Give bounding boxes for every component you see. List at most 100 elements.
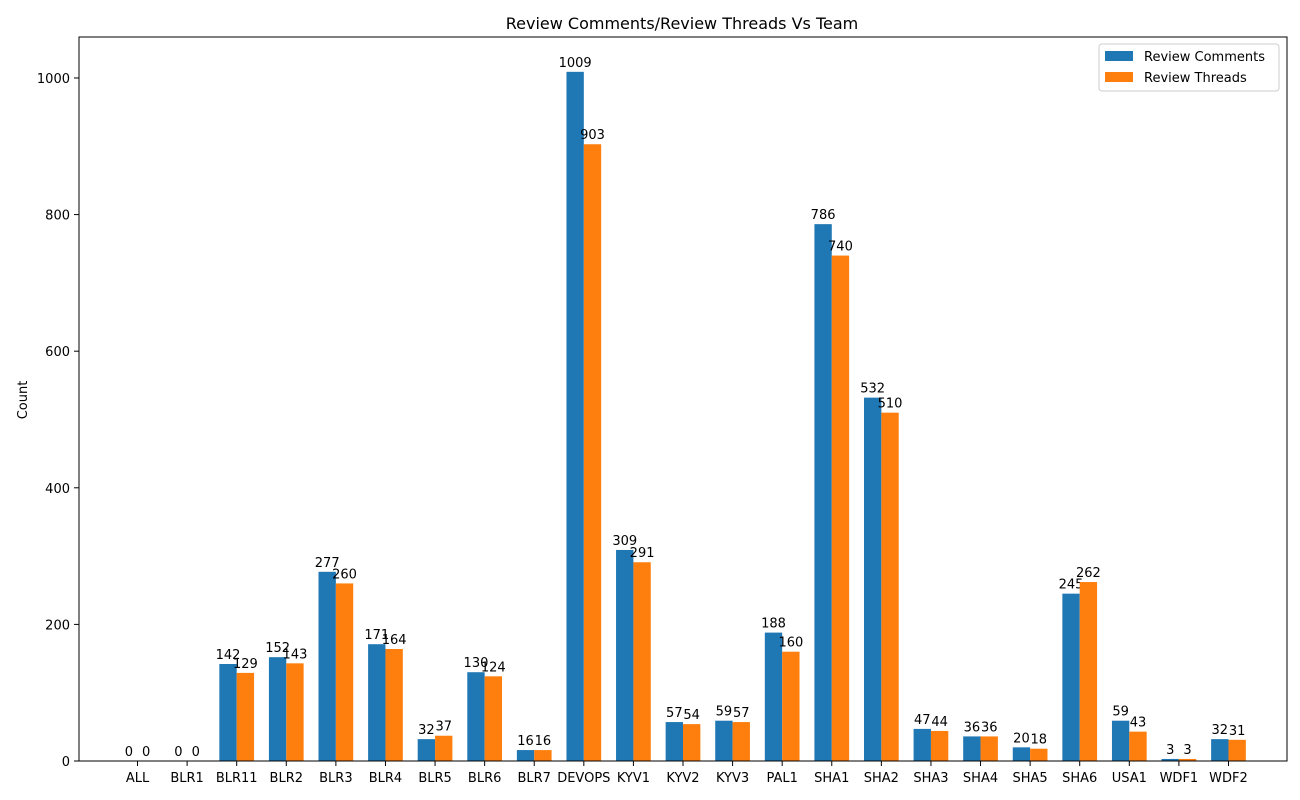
x-tick-label: BLR4 xyxy=(369,771,402,786)
x-tick-label: SHA2 xyxy=(864,771,899,786)
bar-value-label: 32 xyxy=(418,723,435,738)
bar xyxy=(732,722,750,761)
bar xyxy=(368,644,386,761)
bar-value-label: 188 xyxy=(761,617,786,632)
bar xyxy=(1030,748,1048,761)
legend-swatch xyxy=(1105,51,1133,61)
bar-value-label: 1009 xyxy=(559,56,592,71)
bar-value-label: 262 xyxy=(1076,566,1101,581)
y-tick-label: 800 xyxy=(45,209,70,224)
x-tick-label: BLR1 xyxy=(170,771,203,786)
bar-value-label: 277 xyxy=(315,556,340,571)
legend: Review Comments Review Threads xyxy=(1098,43,1280,92)
bar-value-label: 57 xyxy=(666,706,683,721)
x-tick-label: ALL xyxy=(126,771,150,786)
bar-value-label: 740 xyxy=(828,240,853,255)
bar xyxy=(913,728,931,761)
x-tick-label: BLR3 xyxy=(319,771,352,786)
bar xyxy=(1062,593,1080,761)
x-tick-label: SHA5 xyxy=(1013,771,1048,786)
bar-value-label: 129 xyxy=(233,657,258,672)
y-tick-label: 400 xyxy=(45,482,70,497)
x-tick-label: KYV2 xyxy=(666,771,699,786)
bar xyxy=(665,722,683,761)
bar xyxy=(683,724,701,761)
bar-value-label: 130 xyxy=(464,656,489,671)
x-tick-label: USA1 xyxy=(1112,771,1147,786)
bar xyxy=(881,412,899,761)
bar-value-label: 245 xyxy=(1059,578,1084,593)
y-tick-label: 200 xyxy=(45,618,70,633)
bar-value-label: 903 xyxy=(580,128,605,143)
bar xyxy=(715,720,733,761)
bar-value-label: 532 xyxy=(860,382,885,397)
bar xyxy=(417,739,436,761)
bar-value-label: 3 xyxy=(1166,743,1174,758)
x-tick-label: KYV3 xyxy=(716,771,749,786)
bar-value-label: 59 xyxy=(1112,705,1129,720)
bar xyxy=(1161,758,1179,761)
x-tick-label: SHA6 xyxy=(1062,771,1097,786)
bar xyxy=(236,672,255,761)
bar-value-label: 124 xyxy=(481,660,506,675)
bar xyxy=(286,663,304,761)
y-tick-label: 0 xyxy=(62,755,70,770)
bar-value-label: 0 xyxy=(125,745,133,760)
bar-value-label: 18 xyxy=(1031,733,1048,748)
x-tick-label: BLR11 xyxy=(216,771,258,786)
bar-value-label: 44 xyxy=(931,715,948,730)
x-tick-label: SHA3 xyxy=(913,771,948,786)
bar-value-label: 36 xyxy=(964,720,981,735)
bar-value-label: 54 xyxy=(683,708,700,723)
axes-frame xyxy=(78,36,1288,762)
chart-title: Review Comments/Review Threads Vs Team xyxy=(506,14,858,33)
bar-value-label: 510 xyxy=(878,397,903,412)
bar xyxy=(764,632,783,761)
x-tick-label: BLR2 xyxy=(270,771,303,786)
bar xyxy=(467,672,485,761)
legend-label: Review Comments xyxy=(1144,50,1265,65)
bar xyxy=(963,736,981,761)
bar-value-label: 291 xyxy=(630,546,655,561)
bar-value-label: 59 xyxy=(716,705,733,720)
bar xyxy=(1211,739,1229,761)
y-tick-label: 1000 xyxy=(37,72,70,87)
bar-value-label: 57 xyxy=(733,706,750,721)
bar-value-label: 171 xyxy=(364,628,389,643)
bar-value-label: 309 xyxy=(612,534,637,549)
bar xyxy=(1228,739,1246,761)
bar xyxy=(516,750,535,761)
bar-value-label: 47 xyxy=(914,713,931,728)
x-tick-label: SHA4 xyxy=(963,771,998,786)
bar-value-label: 32 xyxy=(1212,723,1229,738)
bar xyxy=(1129,731,1147,761)
bar-value-label: 142 xyxy=(216,648,241,663)
legend-swatch xyxy=(1105,72,1133,82)
bar-value-label: 37 xyxy=(435,720,452,735)
x-tick-label: WDF2 xyxy=(1209,771,1248,786)
bar xyxy=(318,571,336,761)
x-tick-label: KYV1 xyxy=(617,771,650,786)
bar-value-label: 31 xyxy=(1229,724,1246,739)
bar-value-label: 3 xyxy=(1183,743,1191,758)
bar-value-label: 160 xyxy=(778,636,803,651)
bar xyxy=(219,664,237,761)
bar xyxy=(566,71,584,761)
bar-value-label: 36 xyxy=(981,720,998,735)
bar xyxy=(782,651,800,761)
bar xyxy=(435,735,453,761)
bar xyxy=(1178,758,1197,761)
bar xyxy=(1012,747,1031,761)
bar-value-label: 152 xyxy=(265,641,290,656)
bar xyxy=(930,730,949,761)
bar-value-label: 0 xyxy=(192,745,200,760)
bar xyxy=(268,657,287,761)
bar-value-label: 786 xyxy=(811,208,836,223)
x-tick-label: BLR7 xyxy=(517,771,550,786)
bar-value-label: 0 xyxy=(142,745,150,760)
bar xyxy=(583,144,602,762)
